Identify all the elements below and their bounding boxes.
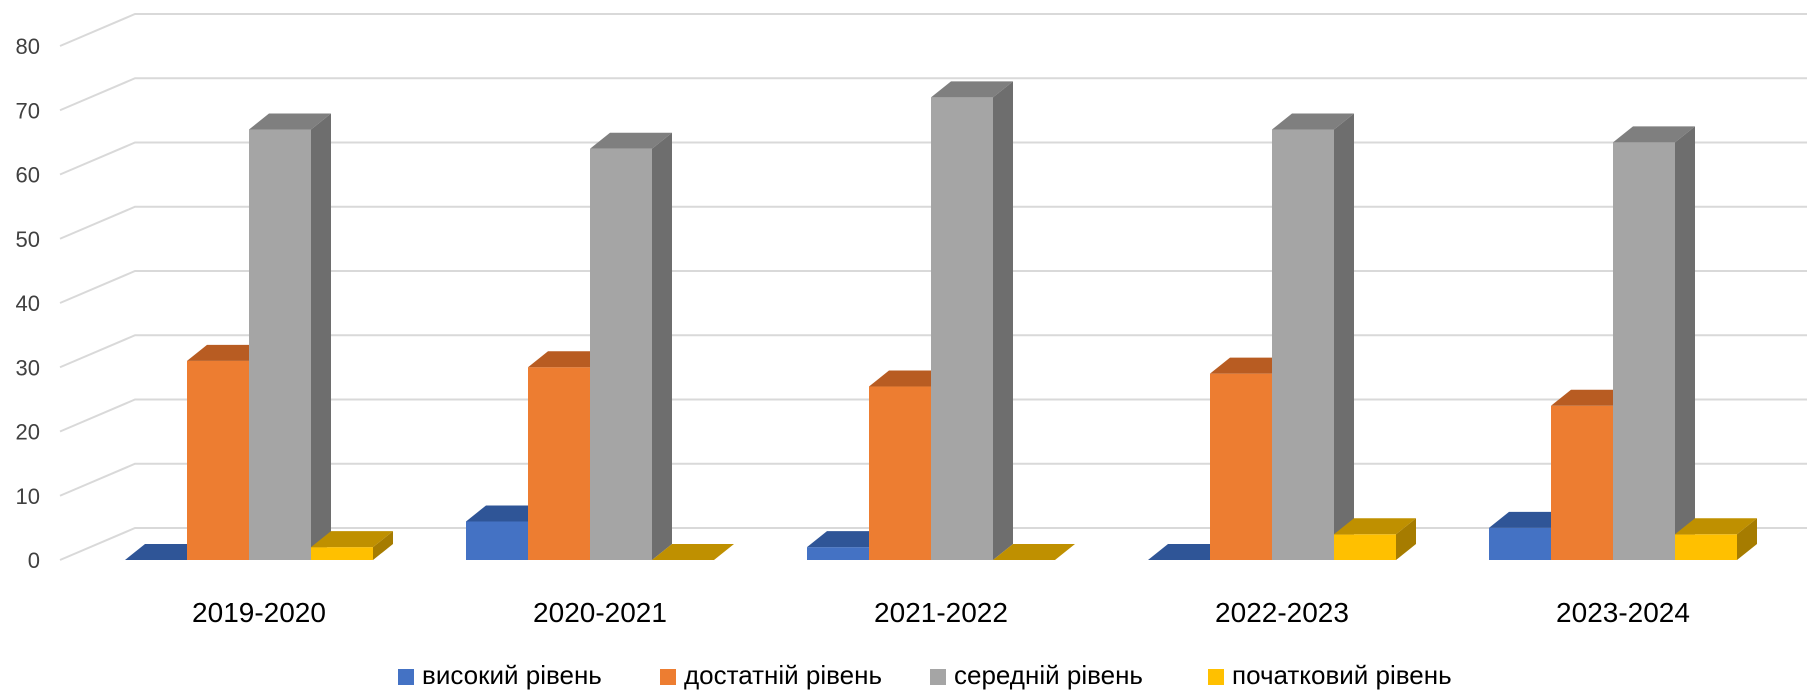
- legend-item: середній рівень: [930, 660, 1143, 690]
- y-tick-label: 50: [16, 227, 40, 252]
- bar-top: [1334, 518, 1416, 535]
- legend-label: початковий рівень: [1232, 660, 1452, 690]
- bar: [1272, 113, 1354, 561]
- bar-top: [807, 531, 889, 548]
- bar-top: [249, 113, 331, 130]
- legend-label: середній рівень: [954, 660, 1143, 690]
- gridline: [59, 13, 1807, 47]
- bar: [1675, 518, 1757, 560]
- y-tick-label: 20: [16, 420, 40, 445]
- bar: [590, 132, 672, 561]
- y-tick-label: 10: [16, 484, 40, 509]
- legend-label: високий рівень: [422, 660, 602, 690]
- bar-side: [373, 531, 393, 560]
- gridline: [59, 141, 1807, 176]
- bar: [931, 81, 1013, 561]
- bar-front: [1551, 405, 1613, 560]
- x-category-label: 2023-2024: [1556, 597, 1690, 628]
- bar-side: [1334, 113, 1354, 561]
- x-category-label: 2020-2021: [533, 597, 667, 628]
- gridline: [59, 205, 1807, 240]
- x-category-label: 2019-2020: [192, 597, 326, 628]
- bar-front: [1489, 527, 1551, 560]
- bar: [993, 544, 1075, 560]
- bar-top: [1148, 544, 1230, 560]
- bar-front: [311, 547, 373, 560]
- bar-side: [1675, 126, 1695, 560]
- y-axis-ticks: 0 10 20 30 40 50 60 70 80: [16, 34, 40, 573]
- bar-top: [187, 344, 269, 361]
- bar: [311, 531, 393, 560]
- bar-top: [466, 505, 548, 522]
- y-tick-label: 40: [16, 291, 40, 316]
- gridline: [59, 77, 1807, 112]
- bar-front: [1210, 373, 1272, 560]
- bar-side: [1737, 518, 1757, 560]
- y-tick-label: 30: [16, 355, 40, 380]
- y-tick-label: 70: [16, 98, 40, 123]
- bar-front: [869, 386, 931, 560]
- bar-front: [187, 360, 249, 560]
- gridline: [59, 270, 1807, 304]
- bar: [1551, 389, 1633, 560]
- bar-top: [528, 351, 610, 368]
- bar: [125, 544, 207, 560]
- bar-top: [1675, 518, 1757, 535]
- bar-side: [652, 132, 672, 561]
- bar-front: [1272, 129, 1334, 560]
- bar-front: [931, 97, 993, 561]
- bar-side: [311, 113, 331, 561]
- y-tick-label: 80: [16, 34, 40, 59]
- legend-swatch: [398, 669, 414, 685]
- bar-top: [993, 544, 1075, 560]
- bar-top: [590, 132, 672, 149]
- legend-label: достатній рівень: [684, 660, 882, 690]
- bar: [249, 113, 331, 561]
- bar-front: [1334, 534, 1396, 560]
- bar-front: [1613, 142, 1675, 560]
- bar-front: [590, 148, 652, 561]
- bar: [652, 544, 734, 560]
- legend-swatch: [660, 669, 676, 685]
- bar-front: [466, 521, 528, 560]
- bar-side: [1396, 518, 1416, 560]
- legend-item: початковий рівень: [1208, 660, 1452, 690]
- bar-top: [869, 370, 951, 387]
- bar: [1613, 126, 1695, 560]
- legend-swatch: [1208, 669, 1224, 685]
- x-category-label: 2022-2023: [1215, 597, 1349, 628]
- y-tick-label: 60: [16, 163, 40, 188]
- bar-front: [249, 129, 311, 560]
- legend: високий рівень достатній рівень середній р…: [398, 660, 1452, 690]
- bar-top: [311, 531, 393, 548]
- bar-front: [807, 547, 869, 560]
- bar-top: [1210, 357, 1292, 374]
- bar: [1148, 544, 1230, 560]
- bar-top: [652, 544, 734, 560]
- y-tick-label: 0: [28, 548, 40, 573]
- gridlines: [59, 13, 1807, 561]
- legend-swatch: [930, 669, 946, 685]
- legend-item: високий рівень: [398, 660, 602, 690]
- bar-top: [1613, 126, 1695, 143]
- gridline: [59, 334, 1807, 369]
- x-axis-labels: 2019-2020 2020-2021 2021-2022 2022-2023 2023…: [192, 597, 1690, 628]
- bar-top: [125, 544, 207, 560]
- bar-front: [1675, 534, 1737, 560]
- bar-top: [1272, 113, 1354, 130]
- bar-top: [1489, 511, 1571, 528]
- legend-item: достатній рівень: [660, 660, 882, 690]
- bar-top: [931, 81, 1013, 98]
- x-category-label: 2021-2022: [874, 597, 1008, 628]
- bar-front: [528, 367, 590, 560]
- bar-side: [993, 81, 1013, 561]
- bars: [125, 81, 1757, 561]
- bar-top: [1551, 389, 1633, 406]
- bar: [1334, 518, 1416, 560]
